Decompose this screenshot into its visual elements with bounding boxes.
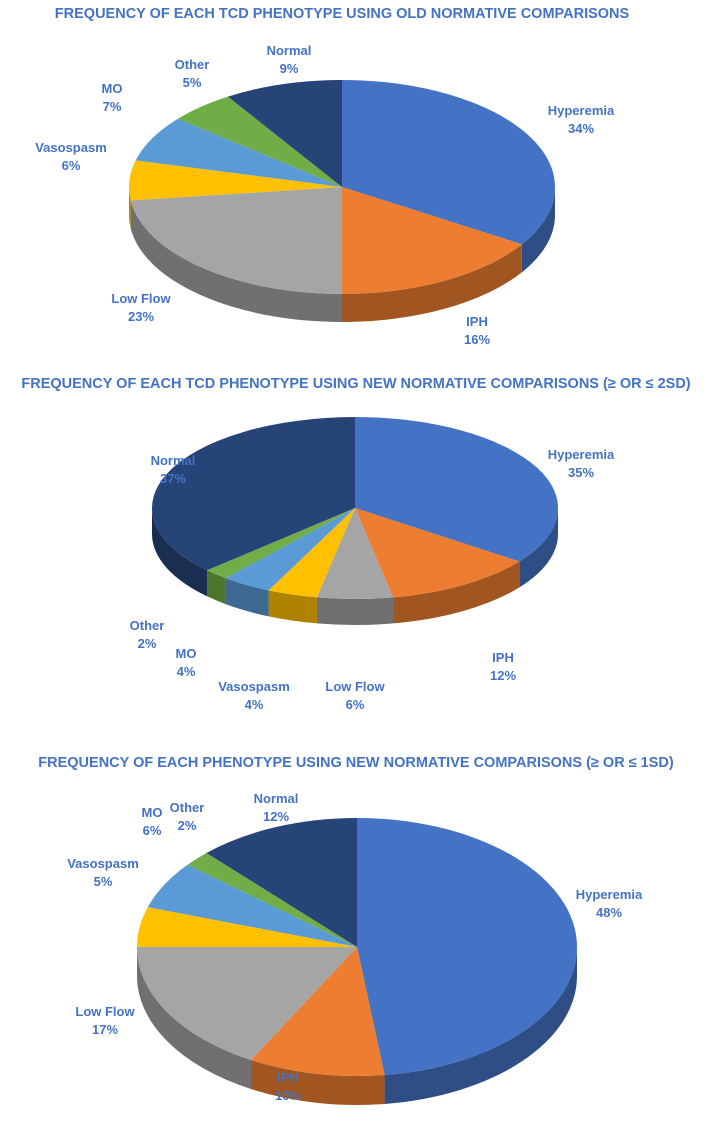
hyperemia-data-label: Hyperemia 35% — [548, 447, 615, 480]
mo-slice — [135, 118, 342, 187]
iph-slice — [355, 508, 520, 598]
low-flow-side — [316, 597, 394, 625]
other-data-label: Other 5% — [175, 57, 210, 90]
low-flow-data-label: Low Flow 6% — [325, 679, 385, 712]
mo-data-label: MO 4% — [176, 646, 197, 679]
iph-data-label: IPH 16% — [464, 314, 490, 347]
chart-2-tops — [152, 417, 559, 599]
other-slice — [207, 508, 355, 579]
chart-2-labels: Hyperemia 35% IPH 12% Low Flow 6% Vasospasm 4% M… — [130, 447, 615, 712]
chart-3-tops — [137, 818, 577, 1076]
vasospasm-data-label: Vasospasm 6% — [35, 140, 107, 173]
normal-data-label: Normal 12% — [254, 791, 299, 824]
low-flow-data-label: Low Flow 23% — [111, 291, 171, 324]
normal-slice — [227, 80, 342, 187]
vasospasm-slice — [137, 907, 357, 947]
vasospasm-slice — [129, 160, 342, 201]
hyperemia-side — [519, 508, 558, 588]
low-flow-side — [130, 200, 342, 322]
hyperemia-slice — [342, 80, 555, 245]
other-slice — [177, 96, 342, 187]
chart-3-pie: Hyperemia 48% IPH 10% Low Flow 17% Vasospasm 5%… — [67, 791, 643, 1105]
low-flow-side — [137, 947, 252, 1090]
hyperemia-side — [521, 187, 555, 273]
chart-2-title: FREQUENCY OF EACH TCD PHENOTYPE USING NE… — [21, 376, 690, 392]
hyperemia-side — [384, 947, 577, 1104]
iph-side — [393, 561, 520, 624]
chart-2: FREQUENCY OF EACH TCD PHENOTYPE USING NE… — [21, 376, 690, 712]
low-flow-slice — [316, 508, 394, 599]
iph-side — [342, 244, 522, 322]
other-data-label: Other 2% — [130, 618, 165, 651]
low-flow-data-label: Low Flow 17% — [75, 1004, 135, 1037]
normal-slice — [206, 818, 357, 947]
hyperemia-slice — [355, 417, 559, 562]
vasospasm-slice — [268, 508, 355, 598]
hyperemia-data-label: Hyperemia 34% — [548, 103, 615, 136]
iph-slice — [251, 947, 385, 1076]
low-flow-slice — [137, 947, 357, 1061]
hyperemia-data-label: Hyperemia 48% — [576, 887, 643, 920]
other-side — [207, 570, 226, 605]
chart-3: FREQUENCY OF EACH PHENOTYPE USING NEW NO… — [38, 755, 674, 1105]
chart-1: FREQUENCY OF EACH TCD PHENOTYPE USING OL… — [35, 6, 629, 347]
iph-side — [251, 1060, 385, 1105]
iph-data-label: IPH 12% — [490, 650, 516, 683]
normal-side — [152, 508, 208, 597]
low-flow-slice — [130, 187, 342, 294]
normal-data-label: Normal 37% — [151, 453, 196, 486]
mo-slice — [225, 508, 355, 591]
chart-3-sides — [137, 947, 577, 1105]
chart-1-title: FREQUENCY OF EACH TCD PHENOTYPE USING OL… — [55, 6, 630, 22]
vasospasm-side — [129, 187, 131, 229]
vasospasm-side — [268, 590, 317, 624]
other-data-label: Other 2% — [170, 800, 205, 833]
other-slice — [187, 852, 357, 947]
mo-side — [225, 578, 269, 617]
chart-2-pie: Hyperemia 35% IPH 12% Low Flow 6% Vasospasm 4% M… — [130, 417, 615, 712]
chart-1-tops — [129, 80, 555, 294]
normal-data-label: Normal 9% — [267, 43, 312, 76]
normal-slice — [152, 417, 355, 571]
chart-3-labels: Hyperemia 48% IPH 10% Low Flow 17% Vasospasm 5%… — [67, 791, 643, 1103]
vasospasm-data-label: Vasospasm 5% — [67, 856, 139, 889]
iph-data-label: IPH 10% — [275, 1070, 301, 1103]
chart-3-title: FREQUENCY OF EACH PHENOTYPE USING NEW NO… — [38, 755, 674, 771]
chart-2-sides — [152, 508, 558, 625]
vasospasm-data-label: Vasospasm 4% — [218, 679, 290, 712]
chart-1-pie: Hyperemia 34% IPH 16% Low Flow 23% Vasospasm 6%… — [35, 43, 615, 347]
chart-1-labels: Hyperemia 34% IPH 16% Low Flow 23% Vasospasm 6%… — [35, 43, 615, 347]
chart-1-sides — [129, 187, 555, 322]
mo-data-label: MO 7% — [102, 81, 123, 114]
mo-slice — [147, 864, 357, 947]
mo-data-label: MO 6% — [142, 805, 163, 838]
iph-slice — [342, 187, 522, 294]
hyperemia-slice — [357, 818, 577, 1075]
